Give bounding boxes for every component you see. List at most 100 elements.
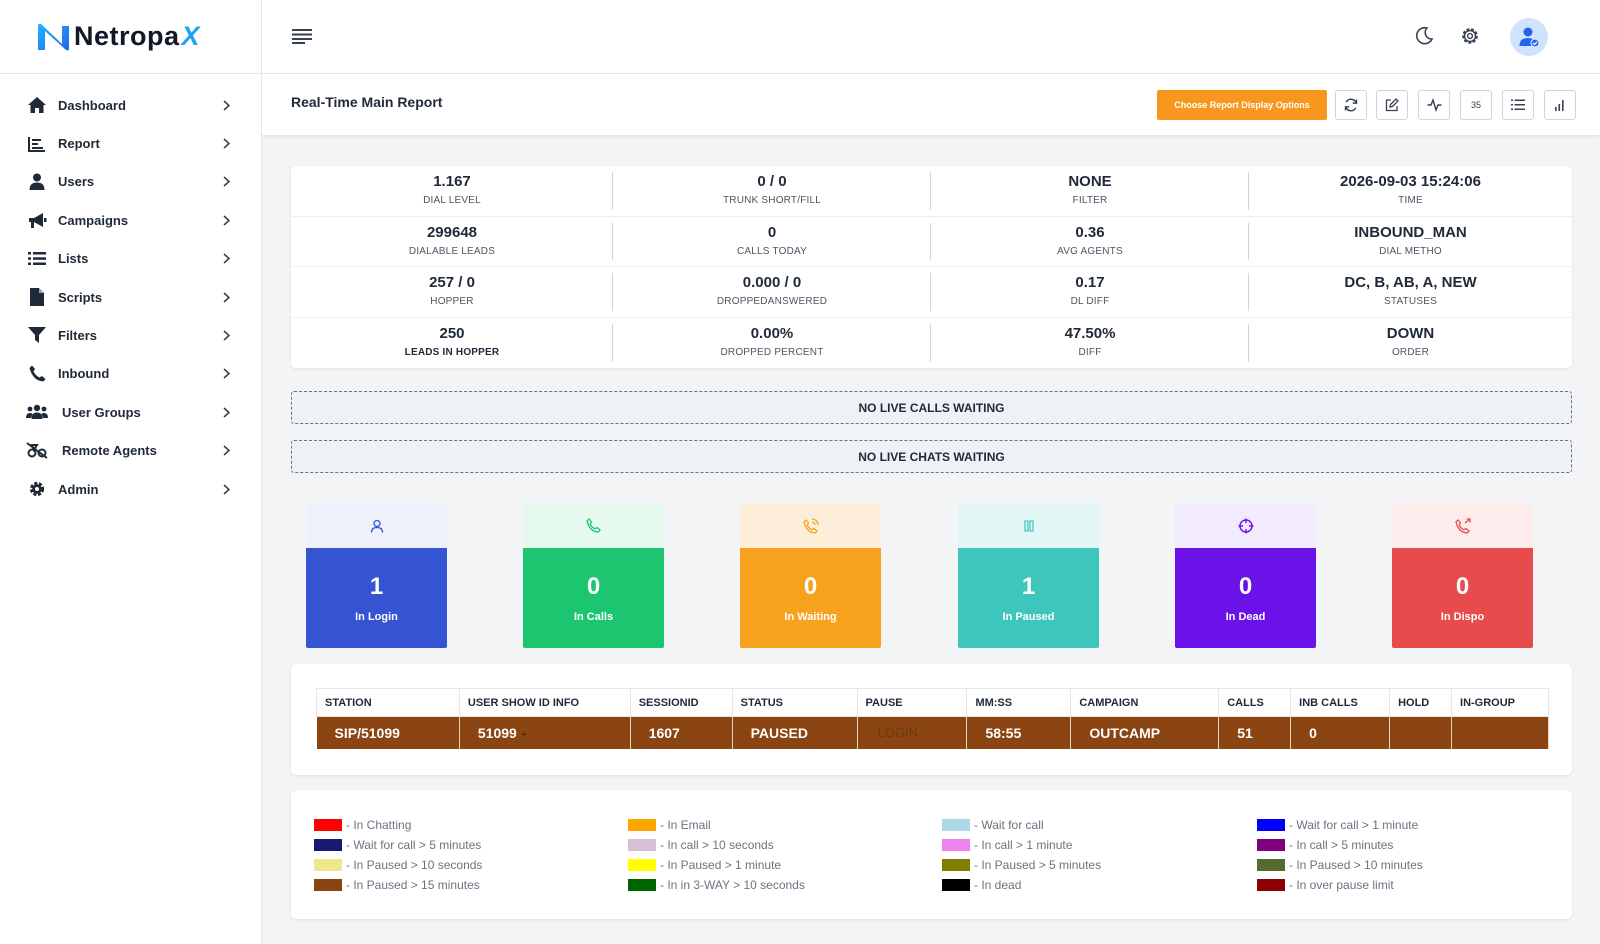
- legend-item: - In in 3-WAY > 10 seconds: [628, 875, 805, 895]
- column-header-station[interactable]: STATION: [316, 688, 460, 717]
- stat-value: 250: [439, 324, 465, 342]
- legend-item: - In Paused > 10 seconds: [314, 855, 482, 875]
- sidebar-item-scripts[interactable]: Scripts: [0, 278, 261, 316]
- legend-label: - In over pause limit: [1289, 878, 1394, 892]
- tile-in-dispo[interactable]: 0 In Dispo: [1392, 503, 1533, 648]
- sidebar-item-dashboard[interactable]: Dashboard: [0, 86, 261, 124]
- sidebar: Netropa X Dashboard Report Users Campaig…: [0, 0, 262, 944]
- table-row[interactable]: SIP/51099 51099 + 1607 PAUSED LOGIN 58:5…: [316, 716, 1549, 749]
- stat-diff: 47.50% DIFF: [931, 318, 1249, 369]
- refresh-button[interactable]: [1335, 90, 1367, 120]
- legend-label: - In Paused > 5 minutes: [974, 858, 1102, 872]
- sidebar-item-label: Admin: [58, 481, 99, 497]
- legend-label: - In call > 10 seconds: [660, 838, 774, 852]
- column-header-calls[interactable]: CALLS: [1218, 688, 1292, 717]
- legend-item: - Wait for call > 1 minute: [1257, 815, 1423, 835]
- stat-avg-agents: 0.36 AVG AGENTS: [931, 217, 1249, 267]
- sidebar-item-campaigns[interactable]: Campaigns: [0, 201, 261, 239]
- file-icon: [26, 286, 48, 308]
- sidebar-item-remote-agents[interactable]: Remote Agents: [0, 432, 261, 470]
- sidebar-item-inbound[interactable]: Inbound: [0, 355, 261, 393]
- sidebar-item-label: Filters: [58, 328, 98, 344]
- column-header-user-show-id-info[interactable]: USER SHOW ID INFO: [458, 688, 631, 717]
- chevron-right-icon: [221, 330, 231, 341]
- chart-view-button[interactable]: [1544, 90, 1576, 120]
- stat-calls-today: 0 CALLS TODAY: [613, 217, 931, 267]
- stat-label: DROPPED PERCENT: [720, 346, 824, 358]
- tile-in-dead[interactable]: 0 In Dead: [1175, 503, 1316, 648]
- legend-item: - In over pause limit: [1257, 875, 1423, 895]
- column-header-pause[interactable]: PAUSE: [856, 688, 968, 717]
- legend-swatch: [1257, 879, 1285, 891]
- cell-campaign: OUTCAMP: [1070, 716, 1220, 749]
- stat-label: DROPPEDANSWERED: [716, 296, 828, 307]
- legend-swatch: [942, 859, 970, 871]
- stat-value: 0 / 0: [757, 173, 787, 190]
- remote-agents-icon: [26, 440, 48, 462]
- legend-swatch: [1257, 859, 1285, 871]
- sidebar-item-admin[interactable]: Admin: [0, 470, 261, 508]
- sidebar-item-users[interactable]: Users: [0, 163, 261, 201]
- sidebar-item-lists[interactable]: Lists: [0, 240, 261, 278]
- legend-label: - In Paused > 15 minutes: [346, 878, 480, 892]
- column-header-in-group[interactable]: IN-GROUP: [1451, 688, 1549, 717]
- stat-value: 47.50%: [1064, 324, 1116, 342]
- stat-label: DIAL LEVEL: [423, 195, 481, 206]
- avatar[interactable]: [1510, 18, 1548, 56]
- list-view-button[interactable]: [1502, 90, 1534, 120]
- chevron-right-icon: [221, 483, 231, 495]
- gear-icon: [26, 478, 48, 500]
- tile-label: In Login: [355, 611, 398, 623]
- live-chats-waiting-banner: NO LIVE CHATS WAITING: [291, 440, 1572, 473]
- tile-in-waiting[interactable]: 0 In Waiting: [740, 503, 881, 648]
- list-view-icon: [1511, 99, 1525, 110]
- logo[interactable]: Netropa X: [0, 0, 261, 74]
- user-icon: [26, 171, 48, 193]
- refresh-count-button[interactable]: 35: [1460, 90, 1492, 120]
- tile-in-calls[interactable]: 0 In Calls: [523, 503, 664, 648]
- sidebar-item-filters[interactable]: Filters: [0, 316, 261, 354]
- cell-station[interactable]: SIP/51099: [316, 716, 460, 749]
- legend-swatch: [628, 839, 656, 851]
- hamburger-menu-icon[interactable]: [292, 28, 312, 44]
- legend-swatch: [1257, 839, 1285, 851]
- sidebar-item-user-groups[interactable]: User Groups: [0, 393, 261, 431]
- chevron-right-icon: [221, 215, 231, 226]
- sidebar-item-label: Report: [58, 136, 100, 152]
- legend-item: - In call > 1 minute: [942, 835, 1101, 855]
- tile-in-paused[interactable]: 1 In Paused: [958, 503, 1099, 648]
- tile-in-login[interactable]: 1 In Login: [306, 503, 447, 648]
- chevron-right-icon: [221, 407, 231, 418]
- stat-value: 0.36: [1075, 223, 1105, 241]
- legend-column: - Wait for call > 1 minute - In call > 5…: [1257, 815, 1423, 895]
- activity-button[interactable]: [1418, 90, 1450, 120]
- settings-gear-icon[interactable]: [1458, 24, 1482, 48]
- legend-item: - In Chatting: [314, 815, 482, 835]
- legend-label: - Wait for call > 1 minute: [1289, 818, 1419, 832]
- report-chart-icon: [26, 133, 48, 155]
- column-header-mmss[interactable]: MM:SS: [966, 688, 1072, 717]
- sidebar-item-label: Lists: [58, 251, 89, 267]
- stat-label: LEADS IN HOPPER: [404, 346, 500, 358]
- cell-user[interactable]: 51099 +: [459, 716, 631, 749]
- sidebar-item-label: Users: [58, 174, 95, 190]
- stat-label: ORDER: [1391, 346, 1430, 358]
- choose-report-options-button[interactable]: Choose Report Display Options: [1157, 90, 1327, 120]
- chevron-right-icon: [221, 176, 231, 188]
- column-header-status[interactable]: STATUS: [731, 688, 858, 717]
- stat-hopper: 257 / 0 HOPPER: [291, 267, 613, 318]
- sidebar-item-report[interactable]: Report: [0, 124, 261, 162]
- legend-label: - In Paused > 1 minute: [660, 858, 782, 872]
- column-header-hold[interactable]: HOLD: [1389, 688, 1453, 717]
- column-header-sessionid[interactable]: SESSIONID: [629, 688, 733, 717]
- edit-icon: [1385, 98, 1399, 112]
- cell-in-group: [1451, 716, 1549, 749]
- stat-label: HOPPER: [430, 296, 474, 307]
- edit-button[interactable]: [1376, 90, 1408, 120]
- cell-user-id: 51099: [477, 724, 517, 741]
- column-header-campaign[interactable]: CAMPAIGN: [1070, 688, 1220, 717]
- dark-mode-moon-icon[interactable]: [1412, 24, 1436, 48]
- column-header-inb-calls[interactable]: INB CALLS: [1290, 688, 1391, 717]
- filter-icon: [26, 325, 48, 347]
- stat-order: DOWN ORDER: [1249, 318, 1572, 369]
